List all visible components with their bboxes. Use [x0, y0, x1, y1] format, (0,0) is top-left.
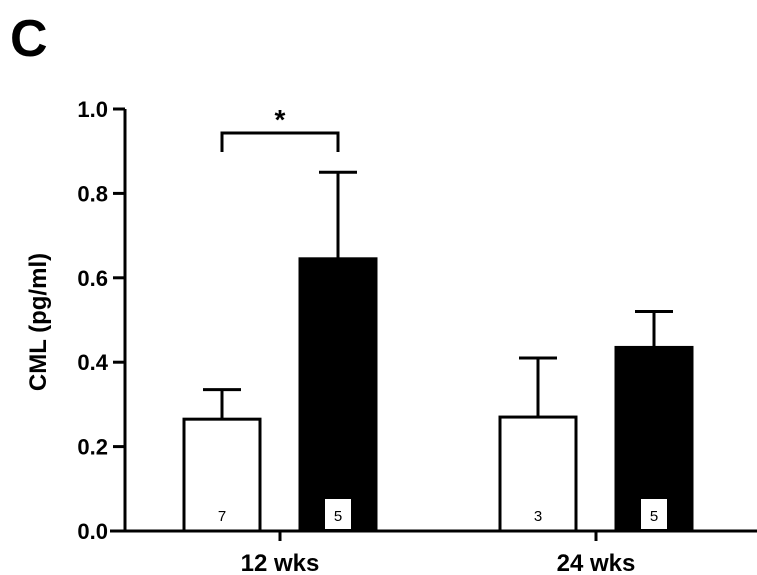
y-axis-title: CML (pg/ml)	[25, 253, 52, 391]
y-tick-label: 0.4	[77, 350, 108, 375]
n-label-box	[641, 499, 667, 529]
y-tick-label: 0.0	[77, 519, 108, 544]
bars: 7 5 3 5	[182, 170, 694, 533]
y-tick-label: 1.0	[77, 97, 108, 122]
n-label-box	[325, 499, 351, 529]
annotations: *	[220, 104, 340, 152]
sample-size-label: 7	[218, 508, 226, 525]
significance-marker: *	[275, 104, 286, 135]
y-tick-label: 0.8	[77, 181, 108, 206]
bar	[498, 415, 578, 533]
significance-bracket	[220, 131, 340, 152]
sample-size-label: 5	[334, 508, 342, 525]
sample-size-label: 5	[650, 508, 658, 525]
bar	[298, 257, 378, 533]
sample-size-label: 3	[534, 508, 542, 525]
y-tick-label: 0.6	[77, 266, 108, 291]
y-tick-label: 0.2	[77, 435, 108, 460]
x-category-label: 24 wks	[557, 550, 636, 575]
panel-label: C	[10, 10, 48, 68]
bar	[182, 417, 262, 533]
x-category-label: 12 wks	[241, 550, 320, 575]
